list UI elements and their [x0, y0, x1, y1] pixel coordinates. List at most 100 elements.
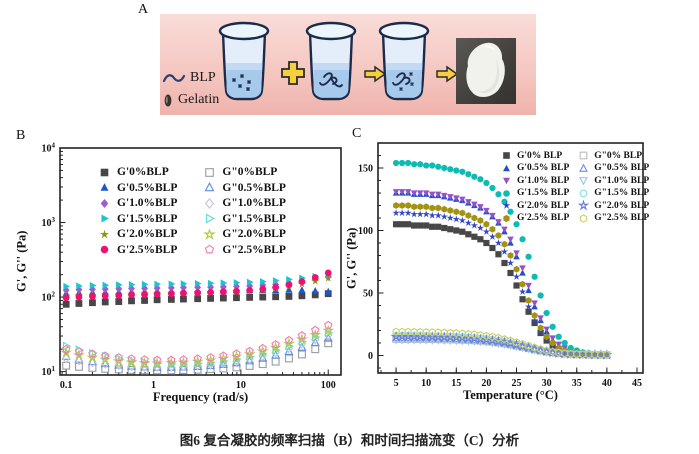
svg-text:100: 100 — [358, 226, 373, 237]
legend-entry: G"2.5%BLP — [203, 244, 286, 256]
svg-text:0: 0 — [368, 351, 373, 362]
legend-entry-label: G'1.0% BLP — [517, 175, 570, 186]
legend-marker-icon — [100, 198, 109, 208]
gel-blob — [466, 42, 505, 98]
svg-text:50: 50 — [363, 289, 373, 300]
legend-entry: G'2.0% BLP — [500, 200, 569, 211]
legend-marker-icon — [205, 244, 215, 254]
legend-entry-label: G"0% BLP — [594, 150, 643, 161]
legend-marker-icon — [580, 214, 588, 223]
legend-marker-icon — [204, 182, 215, 192]
legend-entry: G"0% BLP — [577, 150, 649, 161]
legend-marker-icon — [503, 177, 510, 185]
legend-marker-icon — [503, 214, 510, 223]
svg-text:10: 10 — [421, 378, 431, 389]
panel-a-schematic: BLP Gelatin — [160, 14, 536, 115]
legend-entry: G'2.5%BLP — [98, 244, 177, 256]
legend-entry: G'2.0%BLP — [98, 228, 177, 240]
legend-marker-icon — [502, 201, 511, 210]
wave-icon — [163, 73, 185, 82]
svg-text:102: 102 — [42, 291, 56, 304]
legend-entry: G"1.5% BLP — [577, 188, 649, 199]
legend-marker-icon — [205, 167, 215, 177]
legend-entry-label: G"1.0% BLP — [594, 175, 650, 186]
legend-marker-icon — [99, 229, 110, 238]
legend-marker-icon — [579, 151, 588, 160]
legend-marker-icon — [100, 168, 109, 176]
gelatin-icon — [164, 94, 172, 106]
legend-entry-label: G"1.5% BLP — [594, 188, 650, 199]
beaker-icon — [218, 21, 270, 101]
gelatin-specks — [399, 72, 414, 91]
legend-entry: G"0%BLP — [203, 166, 286, 178]
panel-c-legend: G'0% BLP G"0% BLP G'0.5% BLP G"0.5% BLP G'1.… — [500, 150, 649, 224]
svg-text:5: 5 — [394, 378, 399, 389]
legend-entry-label: G"0%BLP — [222, 166, 278, 178]
legend-marker-icon — [206, 213, 216, 224]
legend-marker-icon — [579, 177, 589, 186]
panel-c-plot: 5 10 15 20 25 30 35 40 45 0 50 100 150 — [358, 142, 644, 389]
legend-marker-icon — [579, 163, 589, 172]
gelatin-legend-row: Gelatin — [163, 92, 219, 108]
legend-entry: G'0%BLP — [98, 166, 177, 178]
svg-text:10: 10 — [236, 380, 246, 391]
svg-text:100: 100 — [321, 380, 336, 391]
legend-entry-label: G"2.5%BLP — [222, 243, 286, 256]
panel-c-y-axis-label: G', G'' (Pa) — [344, 227, 359, 289]
legend-entry: G"2.0%BLP — [203, 228, 286, 240]
legend-entry: G"0.5% BLP — [577, 163, 649, 174]
svg-text:1: 1 — [151, 380, 156, 391]
panel-b-label: B — [16, 128, 26, 143]
legend-marker-icon — [100, 183, 109, 191]
legend-entry-label: G"0.5% BLP — [594, 163, 650, 174]
svg-text:150: 150 — [358, 164, 373, 175]
blp-squiggle — [319, 72, 343, 88]
series-G'0%BLP — [62, 290, 332, 308]
blp-legend-row: BLP — [163, 70, 216, 86]
legend-entry: G'0% BLP — [500, 150, 569, 161]
legend-entry: G'1.0%BLP — [98, 197, 177, 209]
legend-entry-label: G"1.5%BLP — [222, 212, 286, 225]
legend-entry: G"1.0% BLP — [577, 175, 649, 186]
beaker-icon — [378, 21, 430, 101]
legend-entry-label: G'1.5%BLP — [117, 212, 178, 225]
gel-photo — [456, 38, 516, 104]
svg-text:104: 104 — [42, 142, 56, 155]
svg-text:20: 20 — [481, 378, 491, 389]
svg-text:15: 15 — [451, 378, 461, 389]
legend-entry-label: G"1.0%BLP — [222, 197, 286, 209]
svg-text:45: 45 — [632, 378, 642, 389]
legend-entry: G'0.5%BLP — [98, 182, 177, 194]
legend-entry-label: G"2.0% BLP — [594, 200, 650, 211]
svg-text:35: 35 — [572, 378, 582, 389]
legend-entry: G"2.0% BLP — [577, 200, 649, 211]
legend-marker-icon — [503, 164, 510, 171]
legend-entry: G'2.5% BLP — [500, 213, 569, 224]
legend-entry-label: G"2.0%BLP — [222, 228, 286, 240]
legend-marker-icon — [101, 214, 109, 223]
legend-entry: G"1.0%BLP — [203, 197, 286, 209]
gelatin-specks — [232, 74, 251, 91]
svg-text:101: 101 — [42, 365, 56, 378]
series-G"0%BLP — [62, 339, 333, 375]
legend-entry-label: G'1.0%BLP — [117, 197, 178, 209]
legend-marker-icon — [503, 189, 510, 197]
series-G'2.5%BLP — [62, 269, 332, 302]
legend-entry-label: G'2.0% BLP — [517, 200, 570, 211]
legend-entry: G"1.5%BLP — [203, 213, 286, 225]
legend-entry: G"0.5%BLP — [203, 182, 286, 194]
panel-b-y-axis-label: G', G'' (Pa) — [14, 230, 29, 293]
svg-text:103: 103 — [42, 216, 56, 229]
panel-a-label: A — [138, 2, 149, 17]
arrow-icon — [364, 65, 387, 83]
legend-entry-label: G'0.5% BLP — [517, 163, 570, 174]
blp-gelatin-mix — [392, 72, 411, 86]
chart-canvas-B: 0.1 1 10 100 101 102 103 104 — [42, 142, 342, 391]
series-G"2.5% BLP — [392, 327, 611, 359]
blp-label: BLP — [190, 70, 216, 85]
legend-entry-label: G'1.5% BLP — [517, 188, 570, 199]
series-G"2.0%BLP — [60, 324, 335, 369]
svg-text:30: 30 — [542, 378, 552, 389]
legend-entry-label: G"0.5%BLP — [222, 181, 286, 194]
